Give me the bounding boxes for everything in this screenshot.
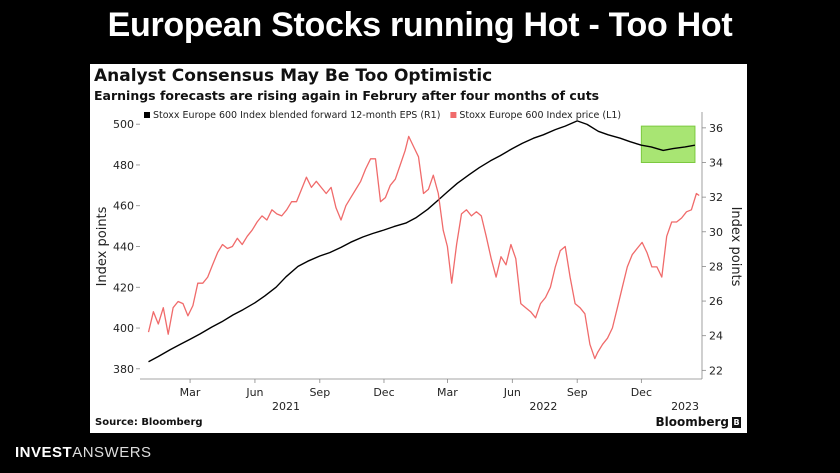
x-tick-label: Dec xyxy=(373,386,394,399)
right-tick-label: 26 xyxy=(709,295,723,308)
x-year-label: 2023 xyxy=(671,400,699,413)
legend-swatch xyxy=(144,112,150,118)
price-series-line xyxy=(147,135,700,360)
right-tick-label: 34 xyxy=(709,156,723,169)
x-tick-label: Sep xyxy=(309,386,330,399)
eps-series-line xyxy=(148,120,696,363)
source-note: Source: Bloomberg xyxy=(95,417,203,428)
x-tick-label: Jun xyxy=(245,386,263,399)
investanswers-logo: INVESTANSWERS xyxy=(15,444,152,461)
legend-swatch xyxy=(450,112,457,118)
bloomberg-b-icon: B xyxy=(732,416,741,428)
brand-label: Bloomberg xyxy=(655,415,730,429)
legend-label: Stoxx Europe 600 Index blended forward 1… xyxy=(153,110,440,121)
x-year-label: 2021 xyxy=(272,400,300,413)
left-tick-label: 400 xyxy=(113,322,134,335)
left-tick-label: 380 xyxy=(113,363,134,376)
left-tick-label: 420 xyxy=(113,281,134,294)
logo-strong: INVEST xyxy=(15,444,73,461)
left-tick-label: 480 xyxy=(113,159,134,172)
x-year-label: 2022 xyxy=(529,400,557,413)
chart-subtitle: Earnings forecasts are rising again in F… xyxy=(94,88,600,103)
logo-light: ANSWERS xyxy=(72,444,152,461)
x-tick-label: Mar xyxy=(437,386,458,399)
left-tick-label: 500 xyxy=(113,118,134,131)
chart-svg: 380 400 420 440 460 480 500 22 24 26 28 30 32 34 36 Mar… xyxy=(95,110,743,413)
bloomberg-brand: Bloomberg B xyxy=(655,415,741,429)
x-tick-label: Mar xyxy=(180,386,201,399)
legend-label: Stoxx Europe 600 Index price (L1) xyxy=(459,110,621,121)
right-tick-label: 28 xyxy=(709,260,723,273)
highlight-box xyxy=(640,125,696,163)
chart-title: Analyst Consensus May Be Too Optimistic xyxy=(94,66,493,86)
left-tick-label: 440 xyxy=(113,241,134,254)
x-tick-label: Sep xyxy=(567,386,588,399)
left-tick-label: 460 xyxy=(113,200,134,213)
left-axis-title: Index points xyxy=(95,206,110,286)
right-tick-label: 32 xyxy=(709,191,723,204)
right-tick-label: 30 xyxy=(709,226,723,239)
right-tick-label: 24 xyxy=(709,330,723,343)
right-axis-title: Index points xyxy=(728,207,743,287)
slide-title: European Stocks running Hot - Too Hot xyxy=(107,6,733,44)
right-tick-label: 22 xyxy=(709,364,723,377)
x-tick-label: Dec xyxy=(631,386,652,399)
right-tick-label: 36 xyxy=(709,122,723,135)
x-tick-label: Jun xyxy=(503,386,521,399)
chart-panel: 380 400 420 440 460 480 500 22 24 26 28 30 32 34 36 Mar… xyxy=(90,64,747,433)
